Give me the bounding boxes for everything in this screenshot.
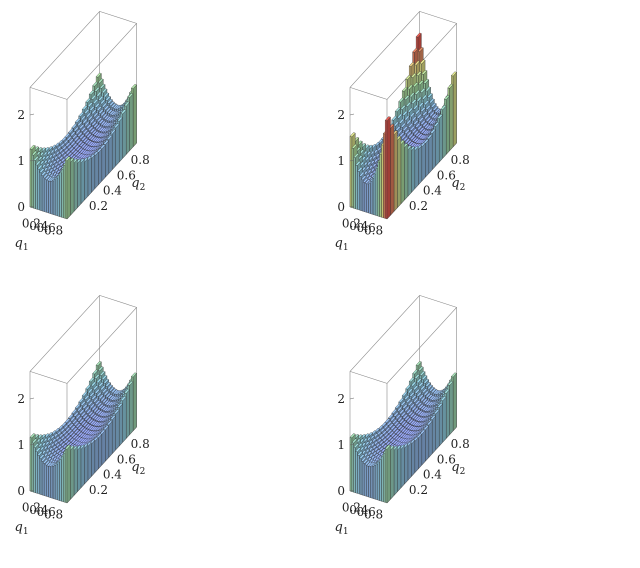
bars (29, 72, 137, 220)
y-ticks: 0.20.4 0.60.8 (89, 153, 150, 213)
z-tick-label: 1 (17, 154, 25, 168)
chart-panel-1: 0 1 2 0.2 0.4 0.6 0.8 q1 0.2 0.4 0.6 0.8 q2 (0, 0, 320, 284)
y-tick-label: 0.6 (437, 168, 456, 182)
z-tick-label: 2 (17, 392, 25, 406)
y-tick-label: 0.8 (451, 437, 470, 451)
x-tick-label: 0.6 (37, 221, 56, 235)
y-tick-label: 0.4 (103, 468, 122, 482)
bars (349, 32, 457, 220)
y-tick-label: 0.6 (117, 452, 136, 466)
bar (64, 156, 71, 220)
x-tick-label: 0.2 (22, 500, 41, 514)
z-tick-label: 2 (337, 108, 345, 122)
x-tick-label: 0.8 (364, 508, 383, 522)
x-tick-label: 0.2 (342, 500, 361, 514)
y-tick-label: 0.4 (423, 184, 442, 198)
x-ticks: 0.20.40.60.8 (342, 500, 383, 521)
z-tick-label: 2 (17, 108, 25, 122)
y-tick-label: 0.8 (131, 153, 150, 167)
x-tick-label: 0.4 (29, 503, 48, 517)
bars (349, 361, 457, 504)
y-axis-label: q2 (131, 176, 145, 193)
x-tick-label: 0.2 (22, 216, 41, 230)
y-tick-label: 0.2 (409, 199, 428, 213)
x-axis-label: q1 (15, 236, 29, 253)
y-tick-label: 0.8 (451, 153, 470, 167)
x-tick-label: 0.4 (349, 503, 368, 517)
z-tick-label: 2 (337, 392, 345, 406)
bars (29, 361, 137, 504)
z-ticks: 0 1 2 (337, 108, 355, 214)
y-tick-label: 0.4 (103, 184, 122, 198)
y-axis-label: q2 (131, 460, 145, 477)
y-tick-label: 0.2 (409, 483, 428, 497)
x-axis-label: q1 (15, 520, 29, 537)
bar (384, 116, 391, 220)
z-tick-label: 0 (17, 200, 25, 214)
z-tick-label: 1 (337, 438, 345, 452)
y-ticks: 0.20.4 0.60.8 (409, 153, 470, 213)
y-tick-label: 0.8 (131, 437, 150, 451)
x-tick-label: 0.4 (29, 219, 48, 233)
z-tick-label: 1 (17, 438, 25, 452)
y-ticks: 0.20.4 0.60.8 (409, 437, 470, 497)
x-ticks: 0.20.40.60.8 (22, 500, 63, 521)
z-tick-label: 0 (17, 484, 25, 498)
x-tick-label: 0.8 (44, 508, 63, 522)
bar (384, 444, 391, 504)
z-tick-label: 1 (337, 154, 345, 168)
x-tick-label: 0.6 (357, 505, 376, 519)
chart-panel-2: 0 1 2 0.2 0.4 0.6 0.8 q1 0.2 0.4 0.6 0.8 q2 (320, 0, 640, 284)
z-tick-label: 0 (337, 484, 345, 498)
y-axis-label: q2 (451, 176, 465, 193)
z-ticks: 0 1 2 (17, 108, 35, 214)
y-tick-label: 0.6 (117, 168, 136, 182)
chart-panel-4: 0 1 2 0.2 0.4 0.6 0.8 q1 0.2 0.4 0.6 0.8 q2 (320, 284, 640, 568)
z-tick-label: 0 (337, 200, 345, 214)
x-tick-label: 0.2 (342, 216, 361, 230)
x-ticks: 0.20.40.60.8 (22, 216, 63, 237)
z-ticks: 0 1 2 (337, 392, 355, 498)
chart-panel-3: 0 1 2 0.2 0.4 0.6 0.8 q1 0.2 0.4 0.6 0.8 q2 (0, 284, 320, 568)
x-tick-label: 0.4 (349, 219, 368, 233)
y-tick-label: 0.6 (437, 452, 456, 466)
y-axis-label: q2 (451, 460, 465, 477)
x-ticks: 0.20.40.60.8 (342, 216, 383, 237)
y-tick-label: 0.2 (89, 199, 108, 213)
x-tick-label: 0.6 (357, 221, 376, 235)
x-tick-label: 0.8 (364, 224, 383, 238)
y-tick-label: 0.2 (89, 483, 108, 497)
bar (64, 444, 71, 504)
x-tick-label: 0.8 (44, 224, 63, 238)
x-tick-label: 0.6 (37, 505, 56, 519)
y-ticks: 0.20.4 0.60.8 (89, 437, 150, 497)
z-ticks: 0 1 2 (17, 392, 35, 498)
y-tick-label: 0.4 (423, 468, 442, 482)
x-axis-label: q1 (335, 236, 349, 253)
x-axis-label: q1 (335, 520, 349, 537)
